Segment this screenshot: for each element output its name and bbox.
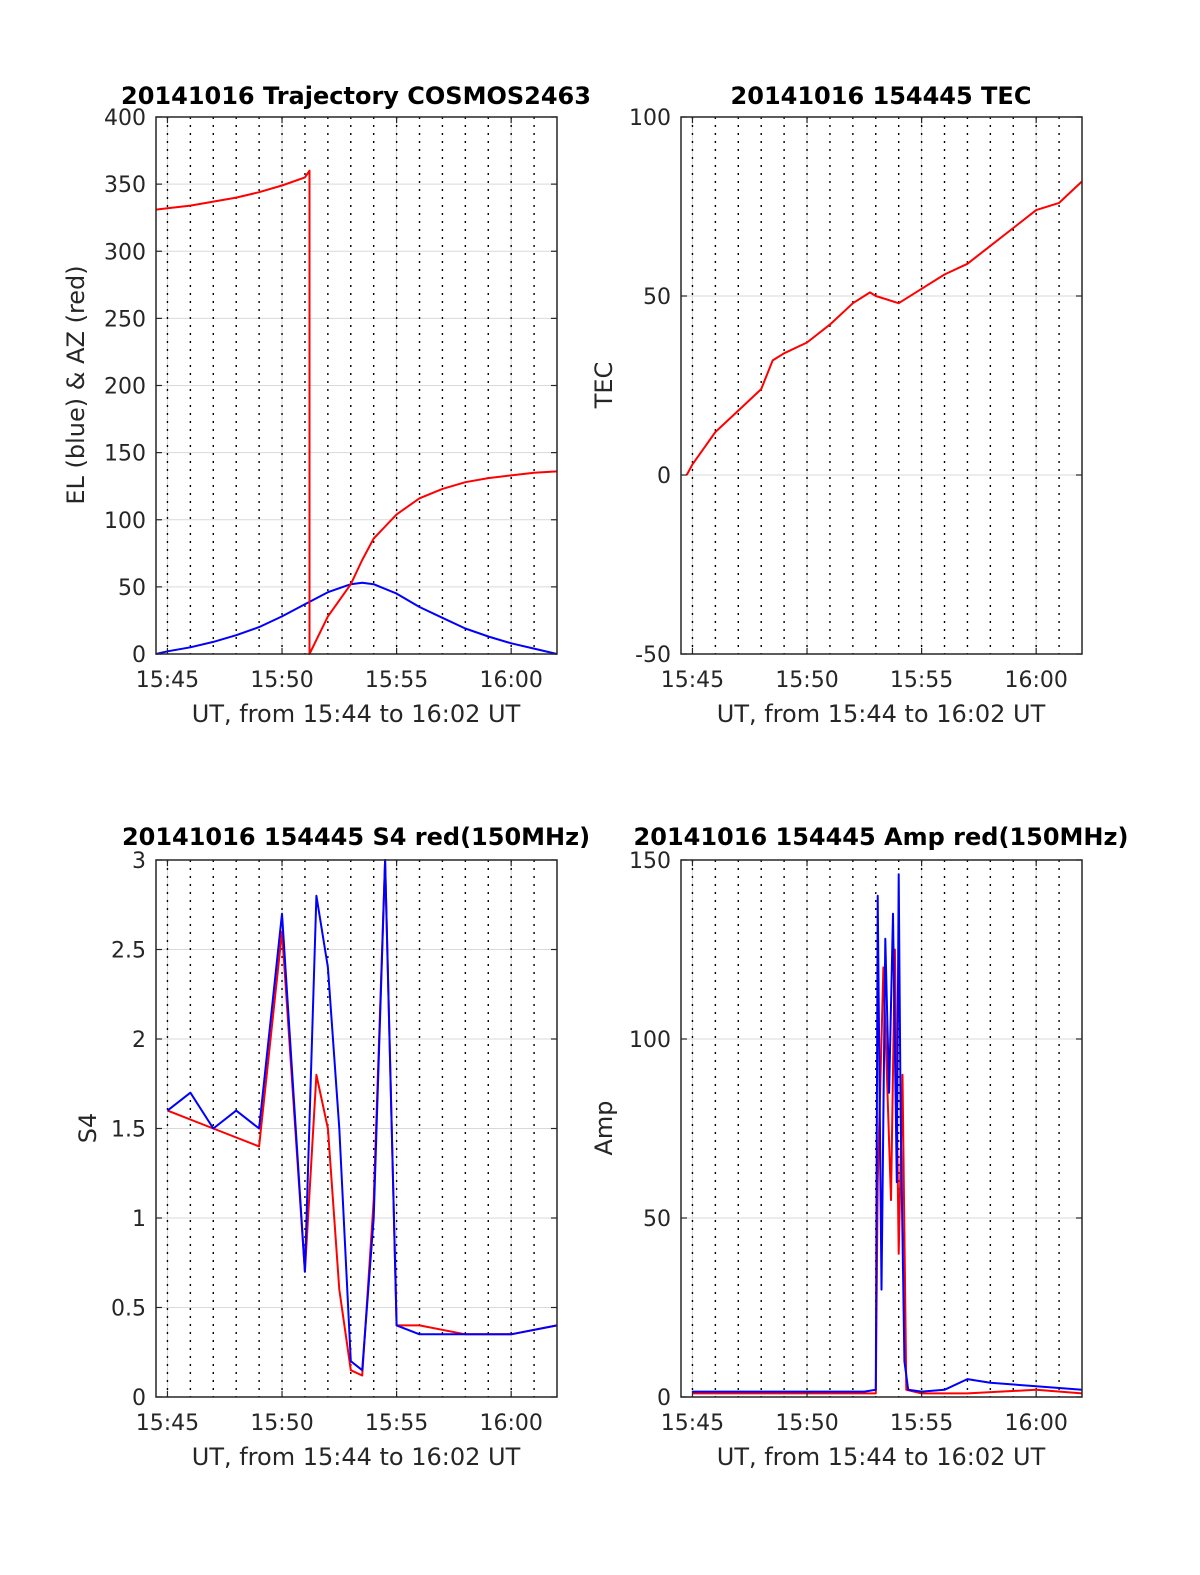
- x-tick-label: 15:50: [775, 1411, 838, 1436]
- y-tick-label: 3: [132, 849, 146, 874]
- y-tick-label: 300: [104, 240, 146, 265]
- y-tick-label: 2.5: [111, 939, 146, 964]
- y-tick-label: 1: [132, 1207, 146, 1232]
- x-tick-label: 15:45: [661, 1411, 724, 1436]
- x-tick-label: 16:00: [1004, 1411, 1067, 1436]
- y-tick-label: 100: [104, 509, 146, 534]
- x-tick-label: 15:55: [890, 668, 953, 693]
- y-tick-label: -50: [635, 643, 671, 668]
- x-axis-label: UT, from 15:44 to 16:02 UT: [717, 700, 1046, 728]
- panel-title: 20141016 154445 S4 red(150MHz): [122, 823, 590, 851]
- series-line-blue: [166, 859, 558, 1372]
- y-tick-label: 50: [118, 576, 146, 601]
- x-tick-label: 15:55: [890, 1411, 953, 1436]
- plot-area: [681, 117, 1082, 654]
- x-axis-label: UT, from 15:44 to 16:02 UT: [192, 1443, 521, 1471]
- series-line-red: [155, 169, 558, 655]
- y-tick-label: 150: [104, 442, 146, 467]
- tick-group: 0 0.5 1 1.5 2 2.5 3 15:45 15:50 15:55 16:00: [111, 849, 557, 1436]
- y-tick-label: 0: [132, 643, 146, 668]
- y-tick-label: 150: [629, 849, 671, 874]
- x-tick-label: 15:55: [365, 668, 428, 693]
- x-tick-label: 15:45: [136, 668, 199, 693]
- series-line-red: [685, 180, 1083, 476]
- minute-markers: [166, 860, 535, 1397]
- x-axis-label: UT, from 15:44 to 16:02 UT: [192, 700, 521, 728]
- tick-group: 0 50 100 150 15:45 15:50 15:55 16:00: [629, 849, 1082, 1436]
- y-tick-label: 0.5: [111, 1297, 146, 1322]
- y-tick-label: 100: [629, 1028, 671, 1053]
- x-tick-label: 15:45: [136, 1411, 199, 1436]
- x-tick-label: 15:45: [661, 668, 724, 693]
- series-group: [166, 859, 558, 1377]
- series-group: [155, 169, 558, 655]
- y-axis-label: S4: [74, 1113, 102, 1144]
- y-tick-label: 50: [643, 285, 671, 310]
- series-line-blue: [692, 873, 1083, 1393]
- y-tick-label: 400: [104, 106, 146, 131]
- x-tick-label: 15:50: [250, 668, 313, 693]
- x-axis-label: UT, from 15:44 to 16:02 UT: [717, 1443, 1046, 1471]
- x-tick-label: 15:55: [365, 1411, 428, 1436]
- panel-title: 20141016 154445 TEC: [731, 82, 1032, 110]
- tick-group: 0 50 100 150 200 250 300 350 400 15:45 15:50 15:55 1…: [104, 106, 557, 693]
- y-tick-label: 0: [657, 464, 671, 489]
- y-axis-label: Amp: [590, 1100, 618, 1155]
- tec-panel: 20141016 154445 TEC -50 0 50 100 15:45 15:50 1…: [590, 82, 1083, 728]
- y-tick-label: 200: [104, 375, 146, 400]
- axes-box: [680, 859, 1083, 1398]
- y-tick-label: 350: [104, 173, 146, 198]
- y-axis-label: EL (blue) & AZ (red): [62, 265, 90, 504]
- x-tick-label: 15:50: [775, 668, 838, 693]
- y-tick-label: 1.5: [111, 1118, 146, 1143]
- y-tick-label: 50: [643, 1207, 671, 1232]
- series-group: [685, 180, 1083, 476]
- s4-panel: 20141016 154445 S4 red(150MHz) 0 0.5 1 1.5 2…: [74, 823, 590, 1471]
- panel-title: 20141016 154445 Amp red(150MHz): [634, 823, 1129, 851]
- y-axis-label: TEC: [590, 362, 618, 410]
- y-tick-label: 100: [629, 106, 671, 131]
- x-tick-label: 16:00: [1004, 668, 1067, 693]
- y-tick-label: 2: [132, 1028, 146, 1053]
- y-tick-label: 0: [132, 1386, 146, 1411]
- tick-group: -50 0 50 100 15:45 15:50 15:55 16:00: [629, 106, 1082, 693]
- trajectory-panel: 20141016 Trajectory COSMOS2463 0 50 100 150…: [62, 82, 591, 728]
- amp-panel: 20141016 154445 Amp red(150MHz) 0 50 100 15…: [590, 823, 1128, 1471]
- series-line-blue: [155, 581, 558, 655]
- series-line-red: [167, 859, 558, 1377]
- y-tick-label: 0: [657, 1386, 671, 1411]
- y-tick-label: 250: [104, 307, 146, 332]
- x-tick-label: 16:00: [479, 1411, 542, 1436]
- x-tick-label: 16:00: [479, 668, 542, 693]
- minute-markers: [691, 117, 1060, 654]
- axes-box: [680, 116, 1083, 655]
- panel-title: 20141016 Trajectory COSMOS2463: [121, 82, 591, 110]
- x-tick-label: 15:50: [250, 1411, 313, 1436]
- plot-area: [681, 860, 1082, 1397]
- series-group: [692, 873, 1083, 1395]
